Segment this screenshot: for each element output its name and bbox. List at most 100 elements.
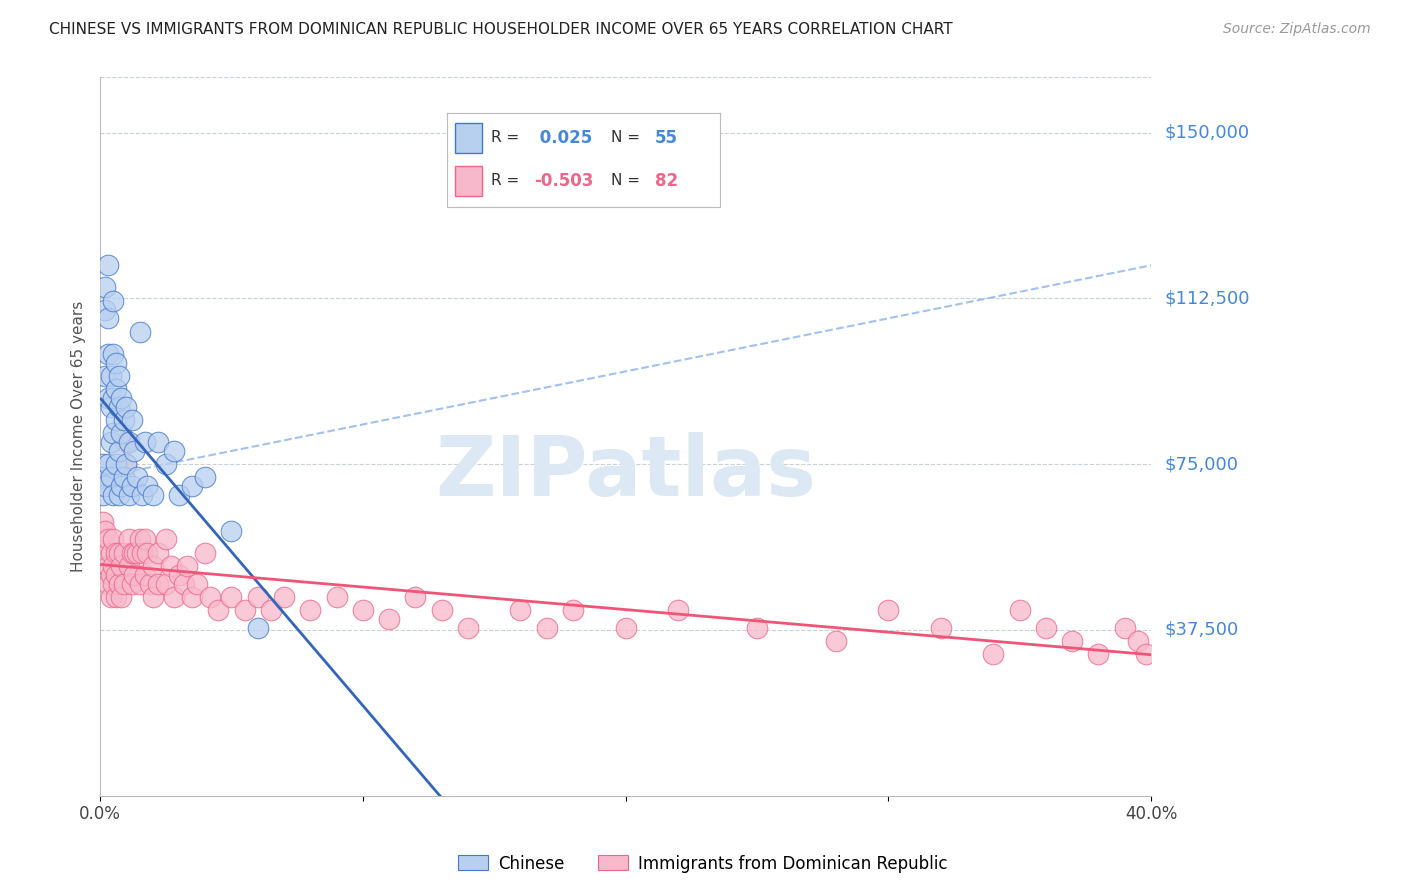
- Point: [142, 488, 165, 502]
- Point: [121, 576, 143, 591]
- Point: [97, 347, 120, 361]
- Point: [112, 470, 135, 484]
- Point: [97, 311, 120, 326]
- Point: [146, 435, 169, 450]
- Point: [104, 355, 127, 369]
- Point: [115, 435, 138, 450]
- Point: [110, 590, 132, 604]
- Point: [121, 479, 143, 493]
- Point: [128, 533, 150, 547]
- Point: [176, 558, 198, 573]
- Point: [378, 612, 401, 626]
- Text: $150,000: $150,000: [1166, 124, 1250, 142]
- Point: [100, 435, 122, 450]
- Point: [273, 590, 295, 604]
- Point: [100, 470, 122, 484]
- Point: [118, 488, 141, 502]
- Point: [110, 426, 132, 441]
- Point: [118, 435, 141, 450]
- Point: [107, 444, 129, 458]
- Point: [124, 444, 146, 458]
- Point: [104, 413, 127, 427]
- Point: [299, 603, 322, 617]
- Point: [246, 621, 269, 635]
- Legend: Chinese, Immigrants from Dominican Republic: Chinese, Immigrants from Dominican Repub…: [451, 848, 955, 880]
- Point: [107, 400, 129, 414]
- Point: [104, 382, 127, 396]
- Point: [207, 603, 229, 617]
- Point: [173, 576, 195, 591]
- Point: [163, 590, 186, 604]
- Point: [115, 457, 138, 471]
- Y-axis label: Householder Income Over 65 years: Householder Income Over 65 years: [72, 301, 86, 573]
- Point: [94, 302, 117, 317]
- Point: [115, 457, 138, 471]
- Text: CHINESE VS IMMIGRANTS FROM DOMINICAN REPUBLIC HOUSEHOLDER INCOME OVER 65 YEARS C: CHINESE VS IMMIGRANTS FROM DOMINICAN REP…: [49, 22, 953, 37]
- Point: [97, 558, 120, 573]
- Point: [1035, 621, 1057, 635]
- Point: [97, 576, 120, 591]
- Point: [94, 280, 117, 294]
- Point: [1008, 603, 1031, 617]
- Point: [562, 603, 585, 617]
- Text: $75,000: $75,000: [1166, 455, 1239, 474]
- Point: [142, 590, 165, 604]
- Point: [124, 546, 146, 560]
- Point: [430, 603, 453, 617]
- Point: [125, 546, 148, 560]
- Point: [91, 515, 114, 529]
- Point: [94, 524, 117, 538]
- Point: [97, 533, 120, 547]
- Point: [94, 368, 117, 383]
- Point: [1087, 648, 1109, 662]
- Point: [103, 347, 125, 361]
- Point: [118, 533, 141, 547]
- Point: [186, 576, 208, 591]
- Point: [104, 567, 127, 582]
- Point: [160, 558, 183, 573]
- Point: [104, 590, 127, 604]
- Point: [614, 621, 637, 635]
- Text: Source: ZipAtlas.com: Source: ZipAtlas.com: [1223, 22, 1371, 37]
- Point: [103, 558, 125, 573]
- Point: [134, 533, 156, 547]
- Point: [260, 603, 283, 617]
- Point: [181, 479, 204, 493]
- Point: [110, 479, 132, 493]
- Point: [139, 576, 162, 591]
- Point: [246, 590, 269, 604]
- Point: [103, 293, 125, 308]
- Point: [104, 546, 127, 560]
- Point: [103, 533, 125, 547]
- Point: [1114, 621, 1136, 635]
- Point: [155, 576, 177, 591]
- Point: [200, 590, 222, 604]
- Point: [136, 479, 159, 493]
- Point: [457, 621, 479, 635]
- Point: [1135, 648, 1157, 662]
- Point: [97, 258, 120, 272]
- Point: [112, 546, 135, 560]
- Point: [167, 567, 190, 582]
- Point: [131, 488, 153, 502]
- Text: $37,500: $37,500: [1166, 621, 1239, 639]
- Point: [404, 590, 426, 604]
- Point: [100, 546, 122, 560]
- Point: [128, 576, 150, 591]
- Point: [103, 576, 125, 591]
- Point: [1126, 634, 1149, 648]
- Point: [134, 567, 156, 582]
- Point: [167, 488, 190, 502]
- Point: [112, 413, 135, 427]
- Point: [194, 546, 217, 560]
- Point: [146, 576, 169, 591]
- Point: [91, 470, 114, 484]
- Point: [131, 546, 153, 560]
- Point: [155, 533, 177, 547]
- Point: [824, 634, 846, 648]
- Point: [97, 391, 120, 405]
- Point: [125, 470, 148, 484]
- Point: [325, 590, 347, 604]
- Point: [100, 400, 122, 414]
- Point: [115, 400, 138, 414]
